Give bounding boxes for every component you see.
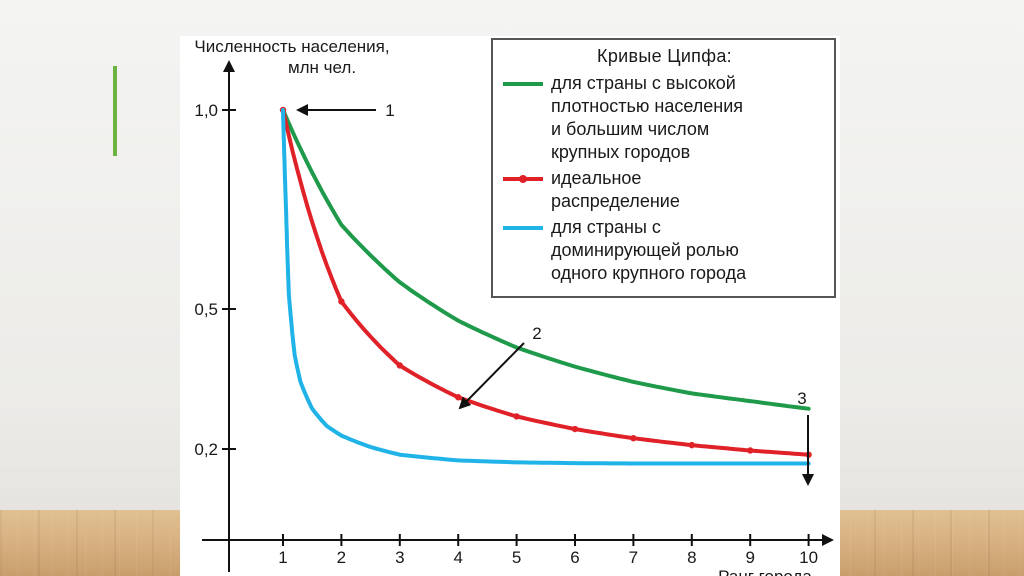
y-axis-title-line: млн чел. — [288, 58, 356, 77]
x-tick-label: 4 — [453, 548, 462, 567]
annotation-label-3: 3 — [797, 389, 806, 408]
legend-marker-red — [519, 175, 527, 183]
data-point — [338, 298, 345, 305]
data-point — [630, 435, 637, 442]
series-line-2 — [281, 108, 811, 466]
legend-swatch-green — [503, 72, 543, 94]
legend-line-green — [503, 82, 543, 86]
x-tick-label: 3 — [395, 548, 404, 567]
y-tick-label: 0,5 — [194, 300, 218, 319]
annotation-label-2: 2 — [532, 324, 541, 343]
chart-panel: 1 2 3 Численность населения, млн чел. 1,0 0,5… — [180, 36, 840, 576]
zipf-chart: 1 2 3 Численность населения, млн чел. 1,0 0,5… — [194, 37, 834, 576]
legend-swatch-blue — [503, 216, 543, 238]
annotation-arrow-2 — [458, 342, 525, 410]
data-point — [688, 441, 695, 449]
data-point — [747, 447, 754, 454]
x-tick-label: 10 — [799, 548, 818, 567]
x-tick-label: 2 — [337, 548, 346, 567]
legend-line-blue — [503, 226, 543, 230]
data-point — [396, 362, 403, 369]
series-line-0 — [281, 108, 811, 411]
x-tick-label: 5 — [512, 548, 521, 567]
y-tick-label: 1,0 — [194, 101, 218, 120]
x-tick-label: 6 — [570, 548, 579, 567]
legend-item-blue: для страны с доминирующей ролью одного к… — [503, 216, 826, 285]
x-tick-label: 9 — [745, 548, 754, 567]
x-tick-label: 1 — [278, 548, 287, 567]
legend-label-green: для страны с высокой плотностью населени… — [551, 73, 744, 162]
y-axis-title: Численность населения, млн чел. — [194, 37, 389, 77]
legend-item-red: идеальное распределение — [503, 167, 826, 213]
y-axis-title-line: Численность населения, — [194, 37, 389, 56]
x-tick-label: 8 — [687, 548, 696, 567]
legend-swatch-red — [503, 167, 543, 189]
data-point — [571, 425, 579, 433]
legend-item-green: для страны с высокой плотностью населени… — [503, 72, 826, 164]
x-axis-title: Ранг города — [718, 567, 812, 576]
legend-title: Кривые Ципфа: — [597, 46, 732, 66]
annotation-label-1: 1 — [385, 101, 394, 120]
x-tick-label: 7 — [629, 548, 638, 567]
accent-bar — [113, 66, 117, 156]
legend-label-red: идеальное распределение — [551, 168, 680, 211]
y-tick-label: 0,2 — [194, 440, 218, 459]
legend-label-blue: для страны с доминирующей ролью одного к… — [551, 217, 747, 283]
chart-legend: Кривые Ципфа: для страны с высокой плотн… — [491, 38, 836, 298]
data-point — [513, 413, 520, 420]
series-line-1 — [281, 108, 811, 457]
data-point — [455, 394, 462, 401]
